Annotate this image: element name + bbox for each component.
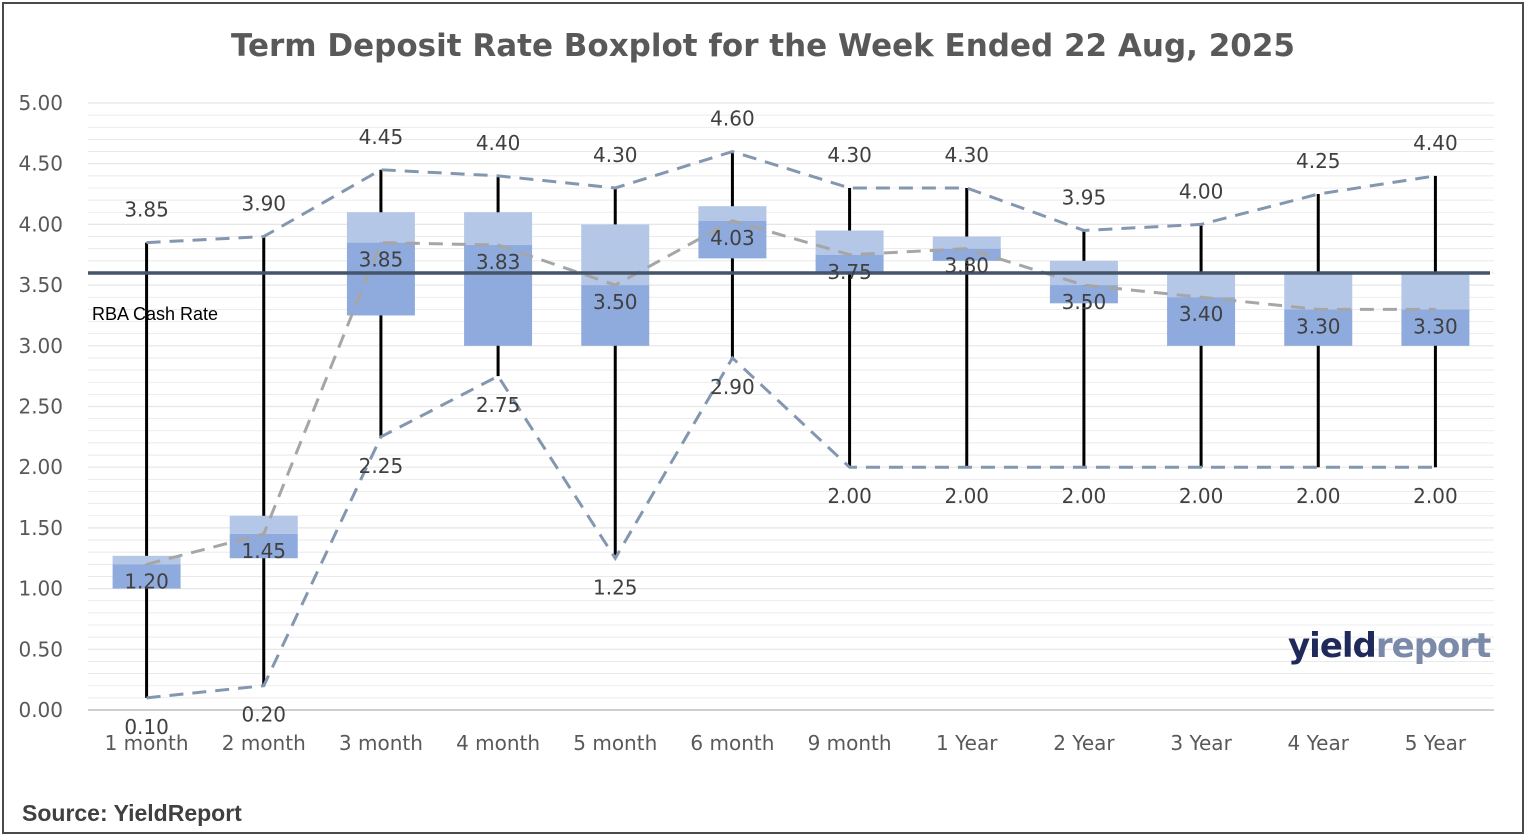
y-tick-label: 5.00 xyxy=(18,91,63,115)
x-category-label: 5 Year xyxy=(1405,731,1467,755)
rba-cash-rate: RBA Cash Rate xyxy=(88,271,1490,324)
grid-lines xyxy=(88,102,1494,711)
x-category-label: 1 month xyxy=(105,731,189,755)
median-value-label: 3.85 xyxy=(359,248,404,272)
box-upper xyxy=(229,515,298,534)
min-value-label: 2.00 xyxy=(1296,484,1341,508)
box-lower xyxy=(581,285,650,346)
box-lower xyxy=(346,242,415,316)
x-category-label: 6 month xyxy=(690,731,774,755)
box-lower xyxy=(815,254,884,273)
max-value-label: 4.00 xyxy=(1179,179,1224,203)
x-category-label: 2 Year xyxy=(1053,731,1115,755)
min-line xyxy=(146,355,1436,700)
logo-text-yield: yield xyxy=(1288,626,1377,666)
source-note: Source: YieldReport xyxy=(22,800,242,826)
x-axis-categories: 1 month 2 month 3 month 4 month 5 month 6 mon… xyxy=(105,731,1467,755)
median-value-label: 3.80 xyxy=(944,254,989,278)
max-value-label: 4.30 xyxy=(593,143,638,167)
max-value-label: 3.85 xyxy=(124,198,169,222)
box-lower xyxy=(1284,309,1353,346)
min-value-label: 2.00 xyxy=(827,484,872,508)
min-value-label: 2.00 xyxy=(944,484,989,508)
max-value-label: 4.40 xyxy=(476,131,521,155)
y-tick-label: 4.00 xyxy=(18,212,63,236)
min-value-label: 2.75 xyxy=(476,393,521,417)
box-upper xyxy=(112,555,181,565)
box-upper xyxy=(698,206,767,221)
max-value-label: 3.95 xyxy=(1062,185,1107,209)
box-lower xyxy=(1401,309,1470,346)
y-tick-label: 2.00 xyxy=(18,455,63,479)
min-value-label: 0.10 xyxy=(124,715,169,739)
max-value-label: 4.30 xyxy=(827,143,872,167)
median-value-label: 3.30 xyxy=(1296,314,1341,338)
max-value-label: 4.45 xyxy=(359,125,404,149)
median-value-label: 3.30 xyxy=(1413,314,1458,338)
whiskers xyxy=(145,151,1437,698)
box-lower xyxy=(112,564,181,589)
box-upper xyxy=(581,224,650,286)
x-category-label: 3 Year xyxy=(1170,731,1232,755)
y-tick-label: 0.50 xyxy=(18,637,63,661)
x-category-label: 2 month xyxy=(222,731,306,755)
median-value-label: 3.50 xyxy=(1062,290,1107,314)
box-upper xyxy=(1284,272,1353,310)
x-category-label: 4 Year xyxy=(1288,731,1350,755)
max-line xyxy=(146,149,1436,245)
median-value-label: 3.83 xyxy=(476,250,521,274)
min-value-label: 1.25 xyxy=(593,575,638,599)
boxes xyxy=(112,206,1470,589)
y-tick-label: 4.50 xyxy=(18,152,63,176)
summary-lines xyxy=(146,149,1436,700)
box-lower xyxy=(932,248,1001,261)
x-category-label: 1 Year xyxy=(936,731,998,755)
median-value-label: 3.75 xyxy=(827,260,872,284)
logo-text-report: report xyxy=(1375,626,1492,666)
box-lower xyxy=(1167,297,1236,346)
box-lower xyxy=(1049,285,1118,304)
chart-title: Term Deposit Rate Boxplot for the Week E… xyxy=(230,28,1296,64)
y-tick-label: 3.00 xyxy=(18,334,63,358)
y-tick-label: 3.50 xyxy=(18,273,63,297)
box-upper xyxy=(815,230,884,255)
median-value-label: 3.40 xyxy=(1179,302,1224,326)
median-value-label: 3.50 xyxy=(593,290,638,314)
y-axis-ticks: 0.00 0.50 1.00 1.50 2.00 2.50 3.00 3.50 4.00 4.50… xyxy=(18,91,63,722)
x-category-label: 3 month xyxy=(339,731,423,755)
box-lower xyxy=(229,533,298,559)
x-category-label: 4 month xyxy=(456,731,540,755)
rba-cash-rate-label: RBA Cash Rate xyxy=(92,304,218,324)
box-upper xyxy=(346,212,415,243)
box-upper xyxy=(1401,272,1470,310)
min-value-label: 2.90 xyxy=(710,375,755,399)
max-value-label: 4.40 xyxy=(1413,131,1458,155)
box-upper xyxy=(1167,272,1236,298)
y-tick-label: 1.00 xyxy=(18,577,63,601)
max-value-label: 4.60 xyxy=(710,107,755,131)
min-value-label: 2.00 xyxy=(1179,484,1224,508)
min-value-label: 2.25 xyxy=(359,454,404,478)
box-lower xyxy=(464,245,533,346)
min-value-label: 2.00 xyxy=(1413,484,1458,508)
yieldreport-logo: yieldreport xyxy=(1288,626,1492,666)
y-tick-label: 0.00 xyxy=(18,698,63,722)
min-value-label: 0.20 xyxy=(241,703,286,727)
max-value-label: 3.90 xyxy=(241,192,286,216)
min-value-label: 2.00 xyxy=(1062,484,1107,508)
y-tick-label: 1.50 xyxy=(18,516,63,540)
median-value-label: 1.20 xyxy=(124,569,169,593)
x-category-label: 5 month xyxy=(573,731,657,755)
y-tick-label: 2.50 xyxy=(18,395,63,419)
box-upper xyxy=(932,236,1001,249)
max-value-label: 4.25 xyxy=(1296,149,1341,173)
data-labels: 3.85 1.20 0.10 3.90 1.45 0.20 4.45 3.85 2.25 4.40… xyxy=(124,107,1457,739)
median-value-label: 4.03 xyxy=(710,226,755,250)
max-value-label: 4.30 xyxy=(944,143,989,167)
x-category-label: 9 month xyxy=(808,731,892,755)
box-upper xyxy=(464,212,533,246)
median-value-label: 1.45 xyxy=(241,539,286,563)
